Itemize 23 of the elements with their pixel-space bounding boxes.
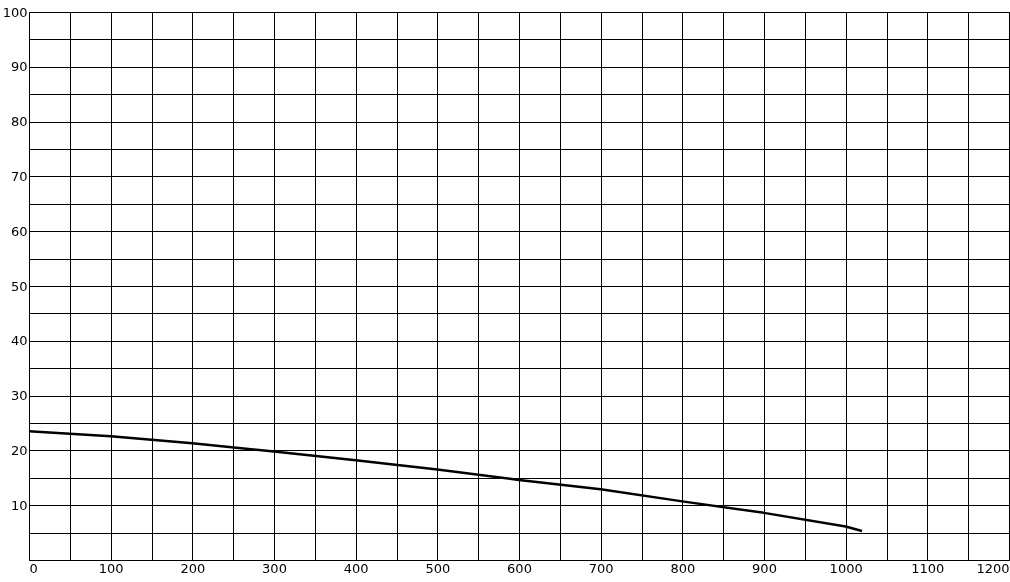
y-tick-label: 70	[10, 168, 28, 184]
x-tick-label: 700	[588, 560, 614, 576]
x-tick-label: 0	[29, 560, 38, 576]
y-tick-label: 40	[10, 333, 28, 349]
y-tick-label: 90	[10, 59, 28, 75]
x-tick-label: 100	[98, 560, 124, 576]
x-tick-label: 800	[670, 560, 696, 576]
x-tick-label: 1200	[976, 560, 1010, 576]
x-tick-label: 1000	[829, 560, 863, 576]
x-tick-label: 900	[752, 560, 777, 576]
x-tick-label: 400	[343, 560, 369, 576]
y-tick-label: 50	[10, 278, 28, 294]
x-tick-label: 600	[507, 560, 532, 576]
y-tick-label: 30	[10, 388, 28, 404]
y-tick-label: 10	[10, 497, 28, 513]
x-tick-label: 200	[180, 560, 206, 576]
x-tick-label: 1100	[911, 560, 945, 576]
y-tick-label: 60	[10, 223, 28, 239]
x-tick-label: 300	[262, 560, 287, 576]
y-tick-label: 100	[2, 4, 28, 20]
y-tick-label: 80	[10, 114, 28, 130]
x-tick-label: 500	[425, 560, 451, 576]
y-tick-label: 20	[10, 442, 28, 458]
